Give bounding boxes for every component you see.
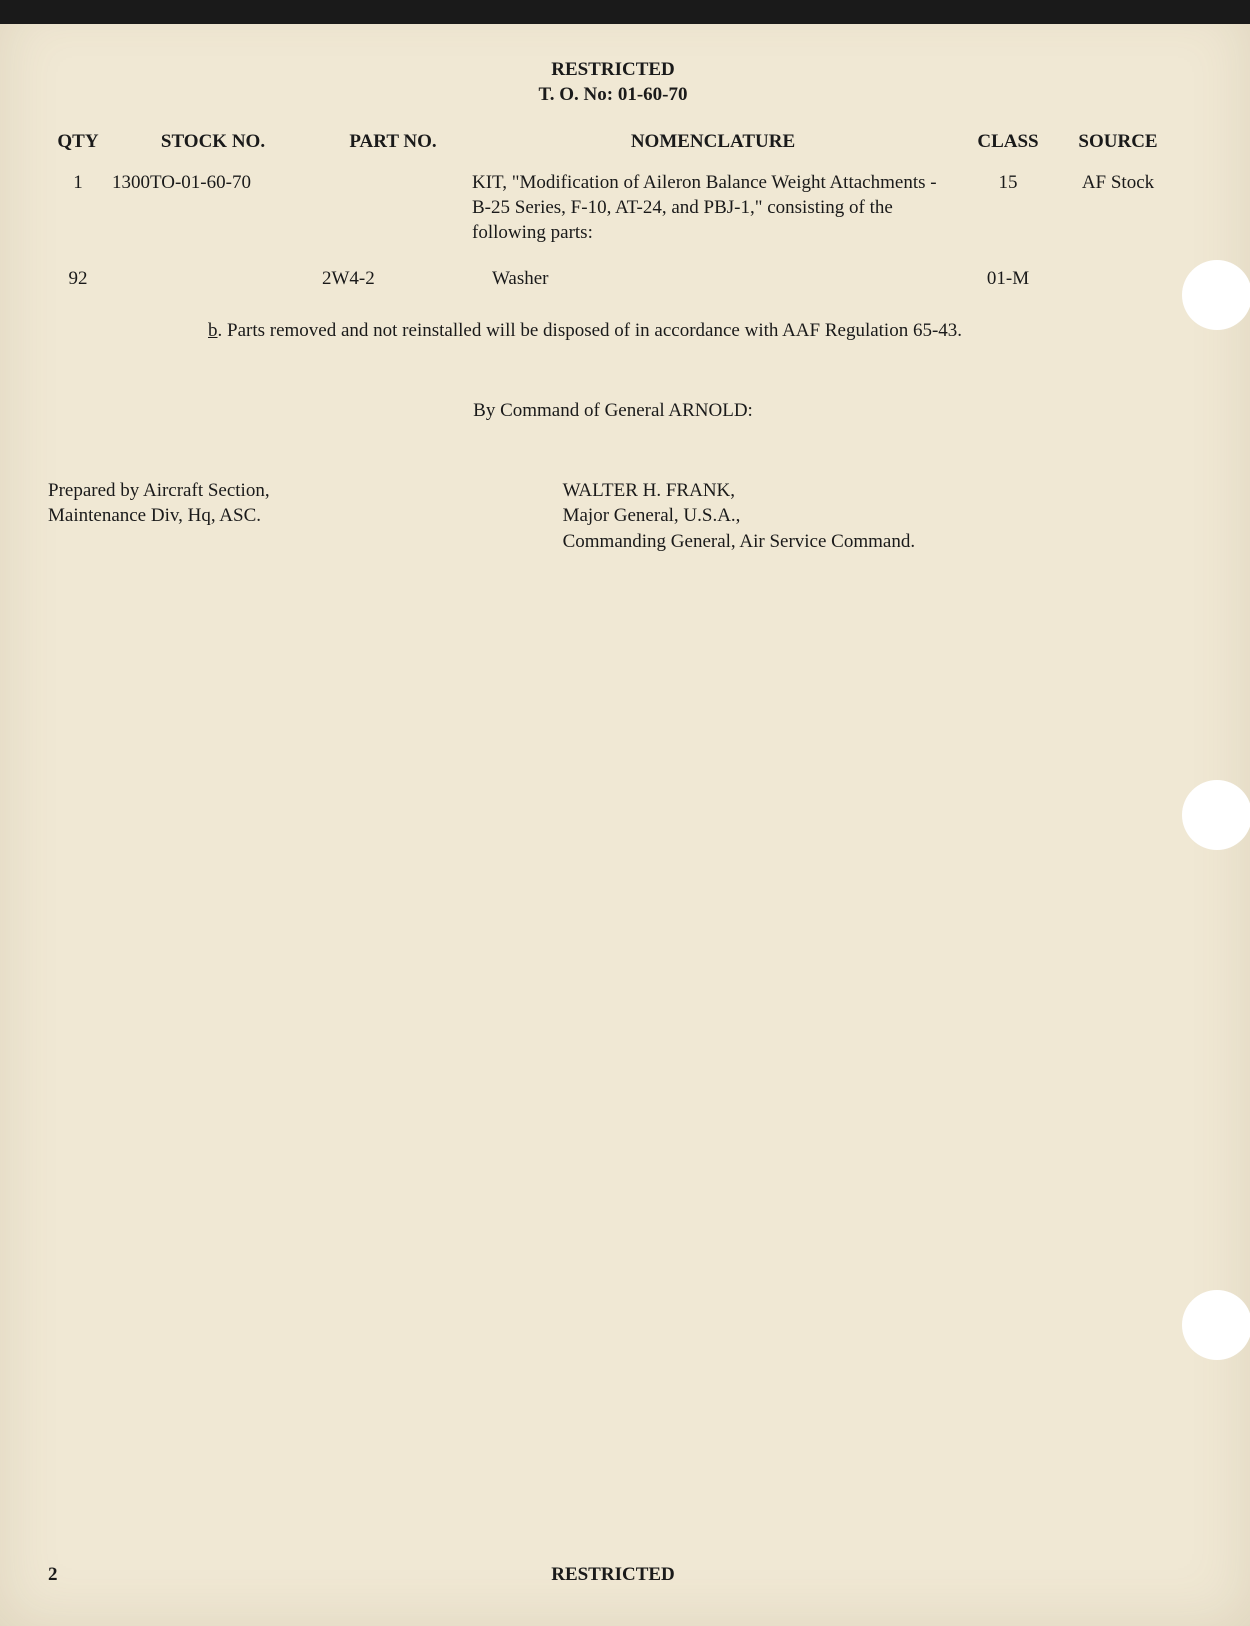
cell-stock-no: 1300TO-01-60-70 [108,167,318,263]
col-header-part-no: PART NO. [318,125,468,167]
cell-part-no: 2W4-2 [318,263,468,310]
prepared-by-block: Prepared by Aircraft Section, Maintenanc… [48,478,523,555]
cell-qty: 1 [48,167,108,263]
disposal-note: b. Parts removed and not reinstalled wil… [208,318,968,344]
commanding-officer-block: WALTER H. FRANK, Major General, U.S.A., … [523,478,1178,555]
cell-source [1058,263,1178,310]
signature-block: Prepared by Aircraft Section, Maintenanc… [48,478,1178,555]
parts-table-wrap: QTY STOCK NO. PART NO. NOMENCLATURE CLAS… [48,125,1178,310]
cell-qty: 92 [48,263,108,310]
cell-source: AF Stock [1058,167,1178,263]
officer-rank: Major General, U.S.A., [563,503,1178,529]
cell-stock-no [108,263,318,310]
col-header-qty: QTY [48,125,108,167]
prepared-by-line2: Maintenance Div, Hq, ASC. [48,503,523,529]
command-line: By Command of General ARNOLD: [48,400,1178,422]
col-header-class: CLASS [958,125,1058,167]
page-number: 2 [48,1564,58,1586]
officer-name: WALTER H. FRANK, [563,478,1178,504]
table-header-row: QTY STOCK NO. PART NO. NOMENCLATURE CLAS… [48,125,1178,167]
classification-footer: RESTRICTED [48,1564,1178,1586]
table-row: 1 1300TO-01-60-70 KIT, "Modification of … [48,167,1178,263]
page-footer: 2 RESTRICTED [48,1564,1178,1586]
prepared-by-line1: Prepared by Aircraft Section, [48,478,523,504]
binder-hole-icon [1182,780,1250,850]
cell-class: 01-M [958,263,1058,310]
col-header-nomenclature: NOMENCLATURE [468,125,958,167]
binder-hole-icon [1182,1290,1250,1360]
document-page: RESTRICTED T. O. No: 01-60-70 QTY STOCK … [0,0,1250,1626]
binder-hole-icon [1182,260,1250,330]
cell-class: 15 [958,167,1058,263]
classification-header: RESTRICTED [48,58,1178,83]
cell-nomenclature: KIT, "Modification of Aileron Balance We… [468,167,958,263]
note-leadin: b [208,320,218,341]
col-header-source: SOURCE [1058,125,1178,167]
cell-nomenclature: Washer [468,263,958,310]
header-block: RESTRICTED T. O. No: 01-60-70 [48,58,1178,107]
parts-table: QTY STOCK NO. PART NO. NOMENCLATURE CLAS… [48,125,1178,310]
table-row: 92 2W4-2 Washer 01-M [48,263,1178,310]
officer-title: Commanding General, Air Service Command. [563,529,1178,555]
col-header-stock-no: STOCK NO. [108,125,318,167]
cell-part-no [318,167,468,263]
note-text: . Parts removed and not reinstalled will… [218,320,963,341]
technical-order-number: T. O. No: 01-60-70 [48,83,1178,108]
